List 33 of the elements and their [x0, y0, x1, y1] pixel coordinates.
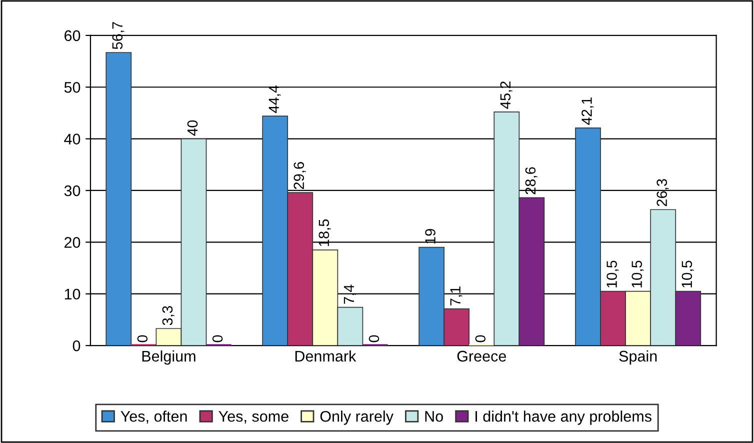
data-label: 0 [368, 335, 380, 342]
data-label: 0 [475, 335, 486, 342]
legend-label: Only rarely [320, 410, 394, 425]
x-tick-label: Spain [619, 350, 657, 365]
data-label: 10,5 [606, 260, 619, 288]
x-tick-label: Denmark [295, 350, 356, 362]
data-label: 0 [137, 335, 148, 342]
data-label: 7,1 [450, 286, 462, 306]
data-label: 40 [187, 120, 198, 136]
data-label: 0 [212, 335, 223, 342]
data-label: 19 [425, 229, 436, 244]
data-label: 45,2 [500, 82, 512, 109]
data-label: 42,1 [582, 98, 594, 125]
x-tick-label: Greece [457, 350, 506, 362]
legend-label: No [425, 411, 443, 422]
x-tick-label: Belgium [142, 350, 196, 365]
y-tick-label: 30 [64, 185, 80, 196]
y-tick-label: 20 [64, 237, 80, 248]
legend-label: Yes, often [120, 410, 187, 424]
data-label: 10,5 [682, 260, 694, 288]
y-tick-label: 0 [72, 340, 80, 352]
legend-label: I didn't have any problems [476, 410, 652, 425]
data-label: 3,3 [162, 306, 174, 326]
data-label: 28,6 [525, 167, 538, 194]
legend-label: Yes, some [218, 411, 288, 424]
data-label: 26,3 [656, 179, 669, 206]
y-tick-label: 50 [64, 82, 80, 93]
data-label: 7,4 [344, 284, 356, 304]
data-label: 10,5 [632, 260, 644, 288]
y-tick-label: 60 [64, 30, 80, 42]
y-tick-label: 10 [64, 288, 80, 300]
data-label: 29,6 [294, 162, 306, 190]
y-tick-label: 40 [64, 134, 80, 144]
